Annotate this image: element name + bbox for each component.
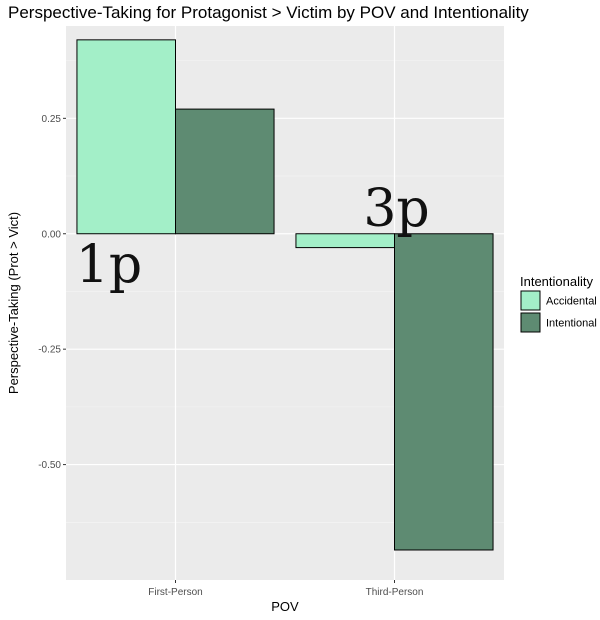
y-axis: 0.25 0.00 -0.25 -0.50 (38, 114, 66, 471)
bar-intentional-first-person (175, 108, 275, 235)
y-tick-label: -0.50 (38, 460, 61, 471)
legend-title: Intentionality (520, 274, 593, 289)
bar-intentional-third-person (394, 233, 494, 551)
annotations: 1p 3p (76, 179, 430, 295)
x-tick-label: Third-Person (366, 587, 424, 598)
annotation-1p: 1p (76, 235, 142, 295)
annotation-3p: 3p (363, 179, 429, 239)
legend-label-accidental: Accidental (546, 296, 597, 308)
y-axis-title: Perspective-Taking (Prot > Vict) (6, 212, 21, 394)
y-tick-label: 0.00 (42, 229, 62, 240)
bar-accidental-first-person (76, 39, 176, 235)
legend: Intentionality Accidental Intentional (520, 274, 597, 333)
legend-swatch-intentional (520, 312, 541, 333)
legend-swatch-accidental (520, 290, 541, 311)
x-axis: First-Person Third-Person (148, 580, 423, 598)
chart-title: Perspective-Taking for Protagonist > Vic… (8, 3, 529, 22)
y-tick-label: 0.25 (42, 114, 62, 125)
y-tick-label: -0.25 (38, 345, 61, 356)
bars (76, 39, 494, 551)
x-axis-title: POV (271, 599, 299, 614)
legend-label-intentional: Intentional (546, 318, 597, 330)
x-tick-label: First-Person (148, 587, 202, 598)
